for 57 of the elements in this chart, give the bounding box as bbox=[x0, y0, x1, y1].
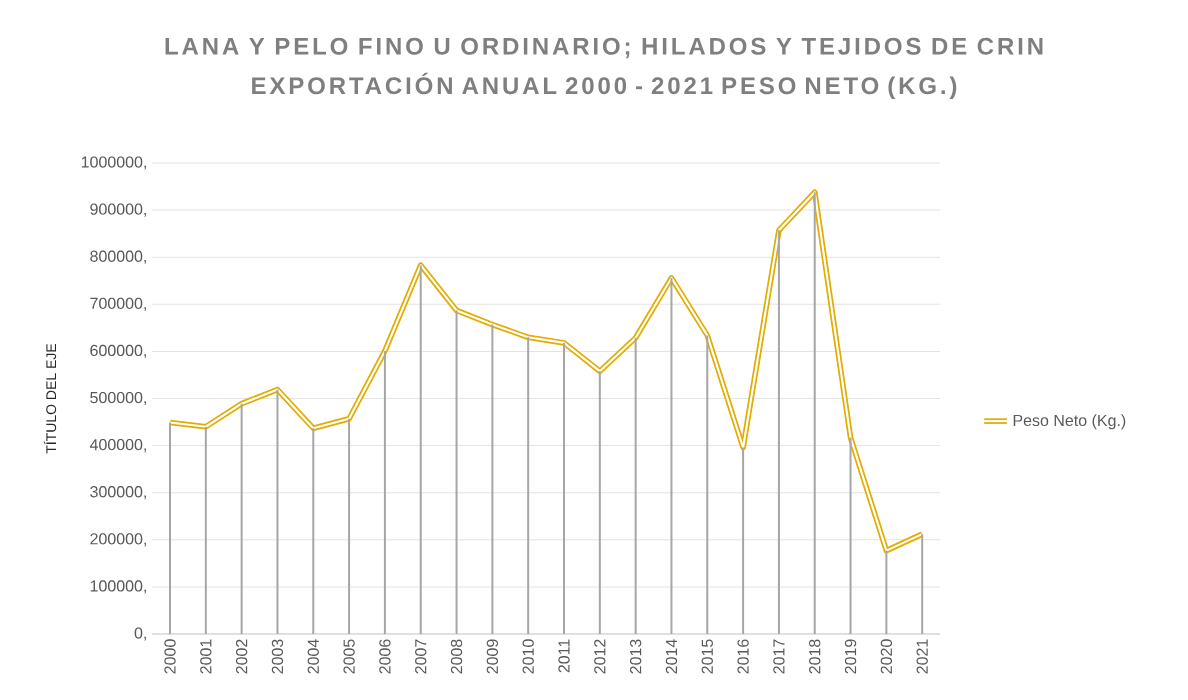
legend-label: Peso Neto (Kg.) bbox=[1013, 414, 1126, 430]
bar bbox=[563, 342, 566, 634]
x-tick-label: 2011 bbox=[558, 639, 570, 673]
x-tick-label: 2017 bbox=[773, 639, 785, 674]
y-tick-label: 200000, bbox=[90, 533, 146, 547]
y-tick-label: 500000, bbox=[90, 391, 146, 406]
x-tick-label: 2019 bbox=[844, 639, 857, 674]
bar bbox=[348, 418, 351, 634]
y-tick-label: 0, bbox=[134, 627, 146, 641]
x-tick-label: 2014 bbox=[665, 639, 678, 674]
x-tick-label: 2018 bbox=[809, 639, 821, 674]
y-tick-label: 400000, bbox=[89, 439, 146, 453]
bar bbox=[813, 192, 816, 634]
bar bbox=[706, 335, 709, 634]
bar bbox=[240, 403, 243, 634]
bar bbox=[670, 277, 673, 634]
bar bbox=[491, 324, 494, 634]
bar bbox=[276, 389, 279, 634]
y-axis-title: TÍTULO DEL EJE bbox=[43, 343, 57, 454]
bar bbox=[921, 534, 924, 634]
y-tick-label: 900000, bbox=[90, 203, 146, 217]
x-tick-label: 2000 bbox=[164, 639, 176, 674]
x-tick-label: 2010 bbox=[522, 639, 534, 674]
x-tick-label: 2013 bbox=[629, 639, 642, 674]
bar bbox=[419, 265, 422, 634]
x-tick-label: 2007 bbox=[415, 639, 427, 674]
y-tick-label: 300000, bbox=[90, 486, 146, 500]
x-tick-label: 2003 bbox=[271, 639, 284, 674]
bar bbox=[777, 230, 780, 634]
x-tick-label: 2015 bbox=[701, 639, 713, 674]
bar bbox=[527, 337, 530, 634]
x-tick-label: 2021 bbox=[916, 639, 928, 674]
y-tick-label: 1000000, bbox=[81, 156, 146, 170]
bar bbox=[849, 437, 852, 634]
x-tick-label: 2016 bbox=[737, 639, 749, 674]
bar bbox=[634, 337, 637, 634]
x-tick-label: 2004 bbox=[307, 639, 319, 674]
x-tick-label: 2020 bbox=[880, 639, 893, 674]
x-tick-label: 2005 bbox=[343, 639, 355, 674]
bar bbox=[742, 447, 745, 634]
bar bbox=[169, 422, 172, 634]
x-tick-label: 2008 bbox=[450, 639, 463, 674]
x-tick-label: 2009 bbox=[486, 639, 499, 674]
chart-subtitle: EXPORTACIÓN ANUAL 2000 - 2021 PESO NETO (KG.) bbox=[252, 72, 957, 99]
y-tick-label: 700000, bbox=[90, 297, 146, 311]
y-tick-label: 100000, bbox=[90, 580, 146, 594]
bar bbox=[455, 310, 458, 634]
x-tick-label: 2012 bbox=[594, 639, 606, 674]
x-tick-label: 2006 bbox=[379, 639, 391, 674]
bar bbox=[885, 550, 888, 634]
bar bbox=[383, 350, 386, 634]
chart-title: LANA Y PELO FINO U ORDINARIO; HILADOS Y TEJIDOS DE CRIN bbox=[165, 37, 1043, 59]
y-tick-label: 800000, bbox=[90, 250, 146, 264]
x-tick-label: 2001 bbox=[200, 639, 212, 674]
y-tick-label: 600000, bbox=[90, 344, 146, 359]
x-tick-label: 2002 bbox=[235, 639, 248, 674]
bar bbox=[204, 426, 207, 634]
